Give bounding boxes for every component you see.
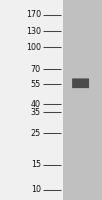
- Text: 25: 25: [31, 129, 41, 138]
- Text: 10: 10: [31, 185, 41, 194]
- Text: 15: 15: [31, 160, 41, 169]
- FancyBboxPatch shape: [72, 78, 89, 88]
- Text: 55: 55: [31, 80, 41, 89]
- Text: 130: 130: [26, 27, 41, 36]
- Text: 70: 70: [31, 65, 41, 74]
- Text: 40: 40: [31, 100, 41, 109]
- Bar: [0, 0, 63, 200]
- Text: 100: 100: [26, 43, 41, 52]
- Text: 170: 170: [26, 10, 41, 19]
- Bar: [63, 0, 102, 200]
- Text: 35: 35: [31, 108, 41, 117]
